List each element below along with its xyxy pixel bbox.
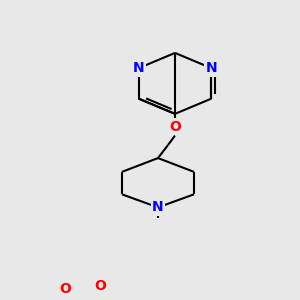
- Text: N: N: [152, 200, 164, 214]
- Text: N: N: [206, 61, 217, 75]
- Text: N: N: [133, 61, 144, 75]
- Text: O: O: [169, 120, 181, 134]
- Text: O: O: [94, 279, 106, 293]
- Text: O: O: [59, 282, 71, 296]
